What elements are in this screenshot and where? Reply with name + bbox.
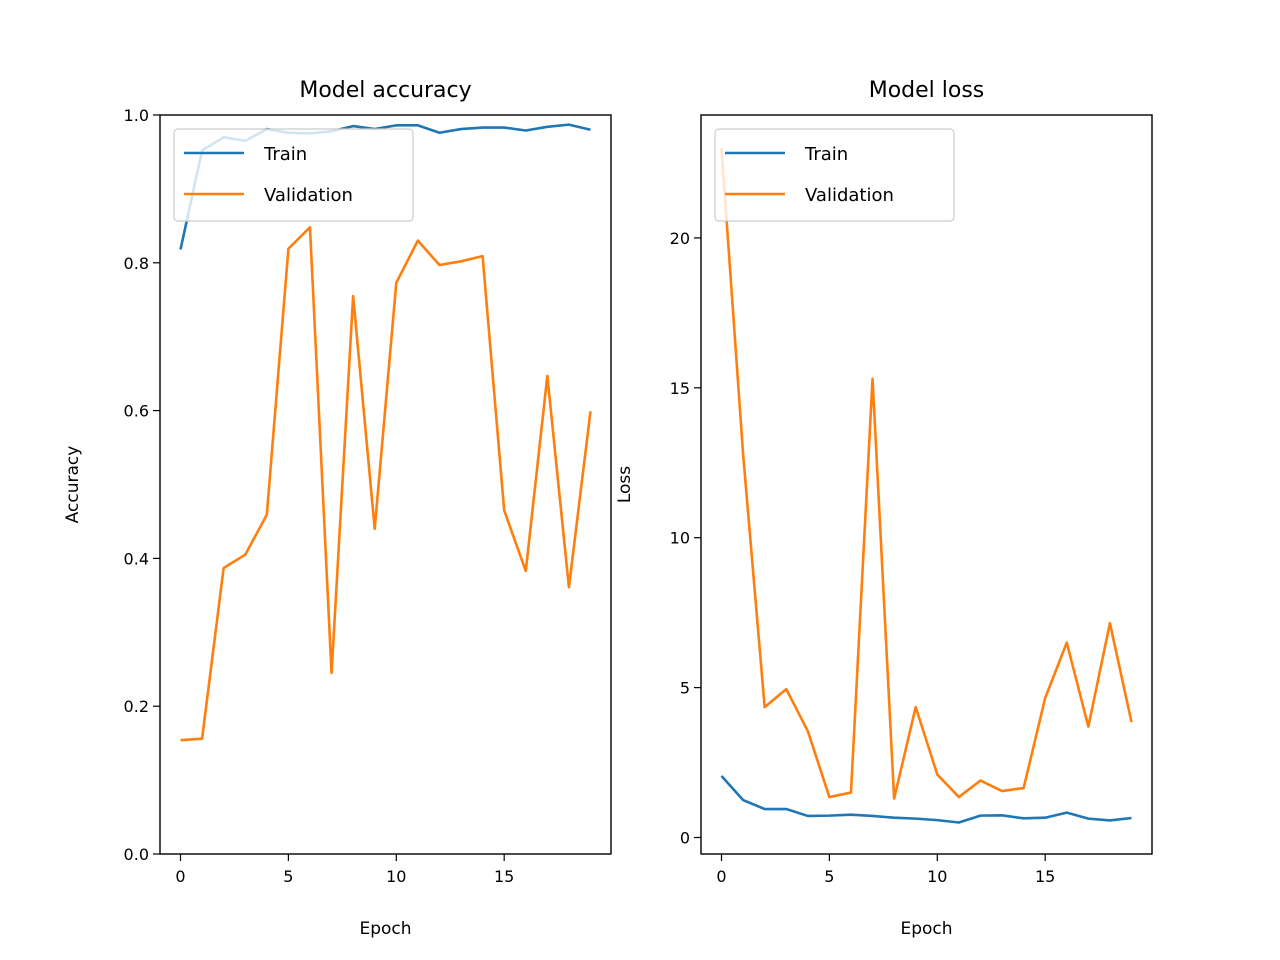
legend-box — [714, 128, 955, 222]
chart-title: Model loss — [869, 78, 985, 103]
y-tick-label: 0 — [680, 829, 690, 848]
x-tick-label: 0 — [175, 867, 185, 886]
series-line-validation — [180, 226, 592, 742]
legend-label-train: Train — [804, 144, 848, 165]
y-axis-label: Loss — [615, 466, 635, 503]
plot-frame — [700, 114, 1153, 855]
y-tick-label: 0.6 — [124, 402, 149, 421]
chart-title: Model accuracy — [299, 78, 471, 103]
x-tick-label: 15 — [494, 867, 514, 886]
legend-box — [173, 128, 414, 222]
x-tick-label: 5 — [283, 867, 293, 886]
y-tick-label: 0.4 — [124, 549, 149, 568]
series-line-train — [720, 775, 1132, 824]
plot-frame — [159, 114, 612, 855]
y-tick-label: 10 — [670, 529, 690, 548]
series-line-validation — [720, 147, 1133, 800]
x-axis-label: Epoch — [359, 919, 411, 939]
legend: Train Validation — [714, 128, 955, 222]
x-tick-label: 15 — [1035, 867, 1055, 886]
y-tick-label: 20 — [670, 229, 690, 248]
x-axis-label: Epoch — [900, 919, 952, 939]
legend-label-train: Train — [263, 144, 307, 165]
y-tick-label: 0.8 — [124, 254, 149, 273]
x-tick-label: 5 — [824, 867, 834, 886]
y-tick-label: 0.2 — [124, 697, 149, 716]
x-tick-label: 10 — [927, 867, 947, 886]
legend: Train Validation — [173, 128, 414, 222]
y-tick-label: 1.0 — [124, 106, 149, 125]
y-tick-label: 15 — [670, 379, 690, 398]
legend-label-validation: Validation — [264, 185, 353, 206]
chart-panel-2: 0 5 10 15 0 5 10 15 20 Model loss Epoch Loss Train Va… — [615, 78, 1153, 939]
legend-label-validation: Validation — [805, 185, 894, 206]
y-tick-label: 0.0 — [124, 845, 149, 864]
x-tick-label: 0 — [716, 867, 726, 886]
y-axis-label: Accuracy — [63, 446, 83, 524]
chart-panel-1: 0 5 10 15 0.0 0.2 0.4 0.6 0.8 1.0 Model accuracy Ep… — [63, 78, 612, 939]
x-tick-label: 10 — [386, 867, 406, 886]
y-tick-label: 5 — [680, 679, 690, 698]
